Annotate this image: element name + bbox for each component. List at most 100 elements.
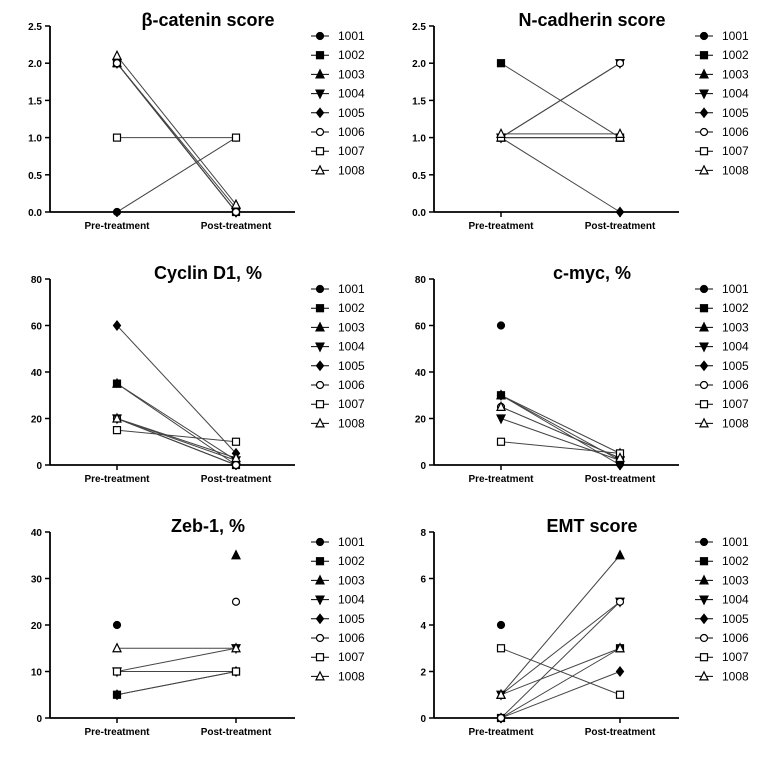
data-point-1005: [615, 206, 625, 218]
data-point-1005: [112, 320, 122, 331]
legend-marker: [699, 31, 709, 41]
series-line-1007: [500, 441, 621, 454]
y-tick-label: 0.0: [412, 208, 426, 219]
data-point-1005: [496, 389, 506, 401]
data-point-1003: [615, 549, 625, 560]
legend-label: 1001: [338, 29, 365, 43]
legend-marker: [699, 342, 709, 353]
legend-label: 1005: [338, 359, 365, 373]
series-line-1006: [116, 418, 237, 466]
legend-label: 1006: [338, 378, 365, 392]
legend-label: 1005: [722, 106, 749, 120]
y-tick-label: 4: [420, 621, 426, 632]
legend-label: 1004: [722, 340, 749, 354]
legend-marker: [699, 321, 709, 332]
legend-label: 1005: [722, 612, 749, 626]
data-point-1006: [112, 59, 122, 68]
legend-marker: [699, 653, 709, 662]
legend-label: 1005: [338, 106, 365, 120]
series-line-1007: [116, 429, 237, 443]
series-line-1004: [116, 647, 237, 672]
data-point-1005: [615, 666, 625, 677]
chart-panel-zeb-1: Zeb-1, % 0 10 20 30 40 Pre-treatment Post-treat…: [0, 506, 384, 759]
y-tick-label: 1.5: [412, 96, 426, 107]
chart-svg: c-myc, % 0 20 40 60 80 Pre-treatment Post-treat…: [415, 263, 749, 485]
chart-svg: β-catenin score 0.0 0.5 1.0 1.5 2.0 2.5 Pre-tre…: [28, 10, 365, 232]
data-point-1003: [112, 377, 122, 388]
y-tick-label: 60: [415, 322, 427, 333]
legend-marker: [699, 400, 709, 409]
data-point-1001: [496, 321, 506, 330]
data-point-1005: [112, 689, 122, 701]
y-tick-label: 0: [420, 714, 426, 725]
data-point-1008: [231, 452, 241, 463]
y-tick-label: 0.0: [28, 208, 42, 219]
y-tick-label: 2.0: [412, 59, 426, 70]
data-point-1008: [112, 412, 122, 423]
y-tick-label: 0: [420, 461, 426, 472]
legend-marker: [315, 537, 325, 547]
y-tick-label: 1.0: [28, 134, 42, 145]
legend-marker: [699, 147, 709, 156]
legend-marker: [315, 633, 325, 643]
legend-marker: [699, 557, 709, 566]
legend-label: 1002: [722, 554, 749, 568]
chart-svg: Cyclin D1, % 0 20 40 60 80 Pre-treatment Post-t…: [31, 263, 365, 485]
legend-marker: [315, 595, 325, 606]
series-line-1006: [500, 62, 621, 139]
legend-marker: [315, 417, 325, 428]
legend-marker: [315, 400, 325, 409]
legend-label: 1001: [722, 29, 749, 43]
data-point-1008: [231, 198, 241, 209]
chart-title: N-cadherin score: [518, 10, 665, 30]
data-point-1002: [496, 59, 506, 68]
data-point-1008: [496, 401, 506, 411]
series-line-1003: [116, 383, 237, 461]
legend-label: 1008: [338, 416, 365, 430]
legend-marker: [315, 147, 325, 156]
legend-marker: [315, 164, 325, 175]
y-tick-label: 2: [420, 668, 426, 679]
data-point-1007: [231, 437, 241, 446]
data-point-1008: [496, 128, 506, 138]
legend-label: 1003: [722, 67, 749, 81]
legend-label: 1008: [722, 669, 749, 683]
y-tick-label: 0: [36, 461, 42, 472]
legend-label: 1007: [338, 397, 365, 411]
data-point-1001: [112, 620, 122, 630]
data-point-1006: [231, 460, 241, 470]
series-line-1003: [500, 554, 621, 696]
legend-label: 1008: [722, 416, 749, 430]
data-point-1005: [615, 459, 625, 471]
series-line-1008: [116, 418, 237, 459]
legend-label: 1003: [722, 573, 749, 587]
legend-label: 1001: [722, 282, 749, 296]
data-point-1007: [496, 644, 506, 653]
legend-label: 1003: [338, 573, 365, 587]
chart-svg: N-cadherin score 0.0 0.5 1.0 1.5 2.0 2.5 Pre-tr…: [412, 10, 749, 232]
legend-label: 1003: [338, 67, 365, 81]
legend-label: 1003: [722, 320, 749, 334]
data-point-1006: [231, 597, 241, 606]
legend-label: 1004: [722, 87, 749, 101]
y-tick-label: 10: [31, 668, 43, 679]
legend-marker: [699, 574, 709, 585]
legend-marker: [699, 304, 709, 313]
y-tick-label: 1.0: [412, 134, 426, 145]
legend-label: 1003: [338, 320, 365, 334]
legend-marker: [315, 68, 325, 79]
x-tick-label: Post-treatment: [201, 474, 272, 485]
y-tick-label: 60: [31, 322, 43, 333]
chart-panel-beta-catenin: β-catenin score 0.0 0.5 1.0 1.5 2.0 2.5 Pre-tre…: [0, 0, 384, 253]
series-line-1005: [500, 137, 621, 213]
legend-marker: [699, 107, 709, 119]
legend-marker: [315, 321, 325, 332]
legend-marker: [699, 613, 709, 625]
legend-label: 1008: [722, 163, 749, 177]
series-line-1005: [500, 671, 621, 719]
y-tick-label: 80: [415, 275, 427, 286]
y-tick-label: 30: [31, 575, 43, 586]
legend-marker: [699, 595, 709, 606]
legend-marker: [699, 68, 709, 79]
x-tick-label: Pre-treatment: [84, 474, 150, 485]
